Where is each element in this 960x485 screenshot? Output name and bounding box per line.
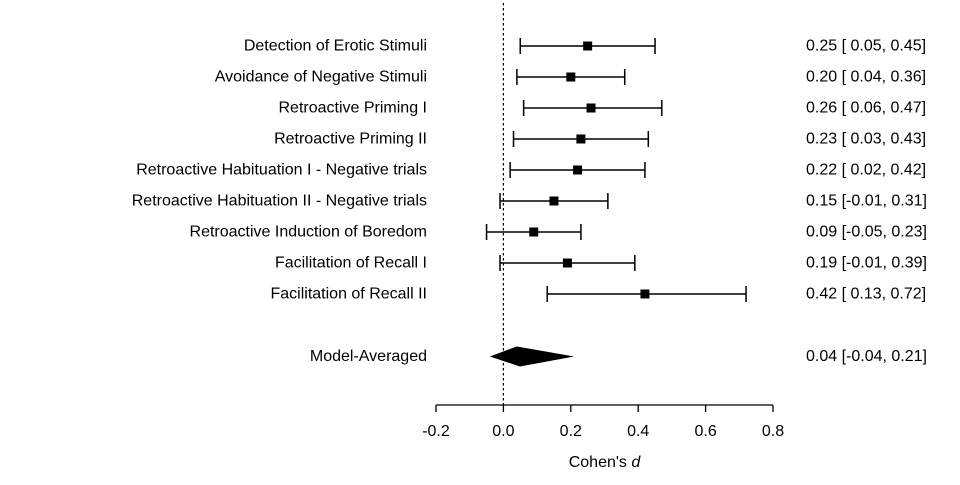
- point-estimate-square: [576, 134, 586, 144]
- study-label: Retroactive Habituation II - Negative tr…: [132, 193, 427, 210]
- x-axis-tick-label: 0.8: [762, 423, 784, 440]
- study-estimate-text: 0.25 [ 0.05, 0.45]: [806, 38, 926, 55]
- x-axis-tick-label: -0.2: [422, 423, 450, 440]
- summary-label: Model-Averaged: [310, 348, 427, 365]
- point-estimate-square: [529, 227, 539, 237]
- study-label: Retroactive Priming I: [279, 100, 428, 117]
- study-estimate-text: 0.19 [-0.01, 0.39]: [806, 255, 927, 272]
- x-axis-title-text: Cohen's: [569, 454, 632, 471]
- study-estimate-text: 0.09 [-0.05, 0.23]: [806, 224, 927, 241]
- point-estimate-square: [549, 196, 559, 206]
- point-estimate-square: [583, 41, 593, 51]
- study-label: Detection of Erotic Stimuli: [244, 38, 427, 55]
- x-axis-title-italic-d: d: [631, 454, 641, 471]
- point-estimate-square: [640, 289, 650, 299]
- study-label: Retroactive Priming II: [274, 131, 427, 148]
- study-label: Avoidance of Negative Stimuli: [215, 69, 427, 86]
- study-estimate-text: 0.23 [ 0.03, 0.43]: [806, 131, 926, 148]
- point-estimate-square: [586, 103, 596, 113]
- study-label: Retroactive Habituation I - Negative tri…: [136, 162, 427, 179]
- x-axis-title: Cohen's d: [569, 454, 642, 471]
- point-estimate-square: [566, 72, 576, 82]
- x-axis-tick-label: 0.4: [627, 423, 649, 440]
- summary-estimate-text: 0.04 [-0.04, 0.21]: [806, 348, 927, 365]
- study-label: Retroactive Induction of Boredom: [190, 224, 427, 241]
- study-label: Facilitation of Recall II: [270, 286, 427, 303]
- study-estimate-text: 0.15 [-0.01, 0.31]: [806, 193, 927, 210]
- study-estimate-text: 0.42 [ 0.13, 0.72]: [806, 286, 926, 303]
- x-axis-tick-label: 0.0: [492, 423, 514, 440]
- study-estimate-text: 0.20 [ 0.04, 0.36]: [806, 69, 926, 86]
- x-axis-tick-label: 0.6: [694, 423, 716, 440]
- summary-diamond: [489, 346, 575, 367]
- study-estimate-text: 0.22 [ 0.02, 0.42]: [806, 162, 926, 179]
- point-estimate-square: [562, 258, 572, 268]
- point-estimate-square: [573, 165, 583, 175]
- study-label: Facilitation of Recall I: [275, 255, 427, 272]
- x-axis-tick-label: 0.2: [560, 423, 582, 440]
- study-estimate-text: 0.26 [ 0.06, 0.47]: [806, 100, 926, 117]
